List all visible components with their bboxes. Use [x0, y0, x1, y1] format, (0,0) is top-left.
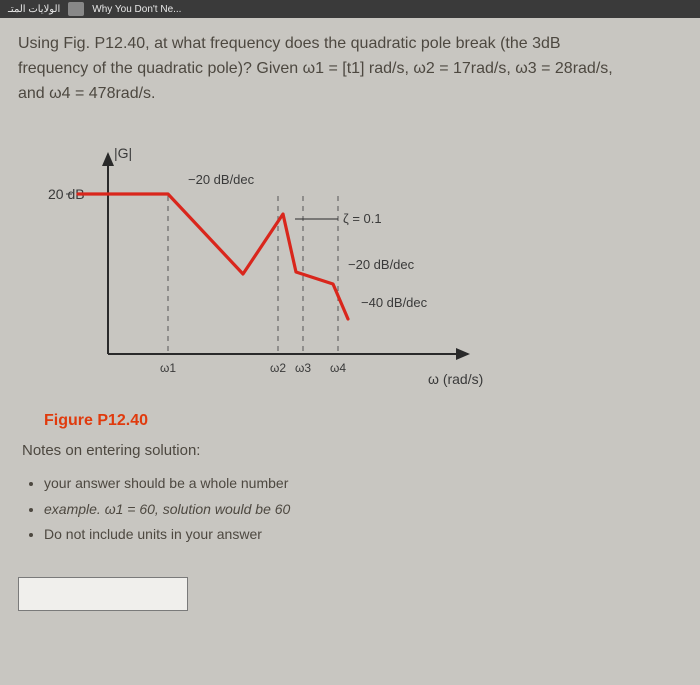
answer-input[interactable] — [19, 578, 187, 610]
notes-list: your answer should be a whole number exa… — [44, 471, 682, 547]
tab-icon — [68, 2, 84, 16]
note-italic: example. ω1 = 60, solution would be 60 — [44, 501, 290, 517]
svg-text:−20 dB/dec: −20 dB/dec — [348, 257, 415, 272]
svg-text:ω (rad/s): ω (rad/s) — [428, 371, 483, 387]
svg-text:ω4: ω4 — [330, 361, 346, 375]
tab-text-1: الولايات المتـ — [8, 4, 60, 15]
svg-text:ω1: ω1 — [160, 361, 176, 375]
svg-text:ζ = 0.1: ζ = 0.1 — [343, 211, 382, 226]
browser-topbar: الولايات المتـ Why You Don't Ne... — [0, 0, 700, 18]
q-line-3: and ω4 = 478rad/s. — [18, 85, 155, 102]
svg-text:−20 dB/dec: −20 dB/dec — [188, 172, 255, 187]
answer-box[interactable] — [18, 577, 188, 611]
note-item: example. ω1 = 60, solution would be 60 — [44, 497, 682, 522]
svg-text:−40 dB/dec: −40 dB/dec — [361, 295, 428, 310]
svg-text:ω3: ω3 — [295, 361, 311, 375]
svg-text:|G|: |G| — [114, 145, 132, 161]
notes-heading: Notes on entering solution: — [22, 442, 682, 459]
note-item: Do not include units in your answer — [44, 522, 682, 547]
svg-text:ω2: ω2 — [270, 361, 286, 375]
question-page: Using Fig. P12.40, at what frequency doe… — [0, 18, 700, 625]
bode-svg: |G|ω (rad/s)20 dBω1ω2ω3ω4−20 dB/decζ = 0… — [48, 124, 508, 404]
q-line-1: Using Fig. P12.40, at what frequency doe… — [18, 35, 561, 52]
tab-text-2: Why You Don't Ne... — [92, 4, 181, 15]
note-item: your answer should be a whole number — [44, 471, 682, 496]
bode-figure: |G|ω (rad/s)20 dBω1ω2ω3ω4−20 dB/decζ = 0… — [48, 124, 508, 404]
question-text: Using Fig. P12.40, at what frequency doe… — [18, 32, 682, 106]
q-line-2: frequency of the quadratic pole)? Given … — [18, 60, 613, 77]
figure-caption: Figure P12.40 — [44, 412, 682, 430]
